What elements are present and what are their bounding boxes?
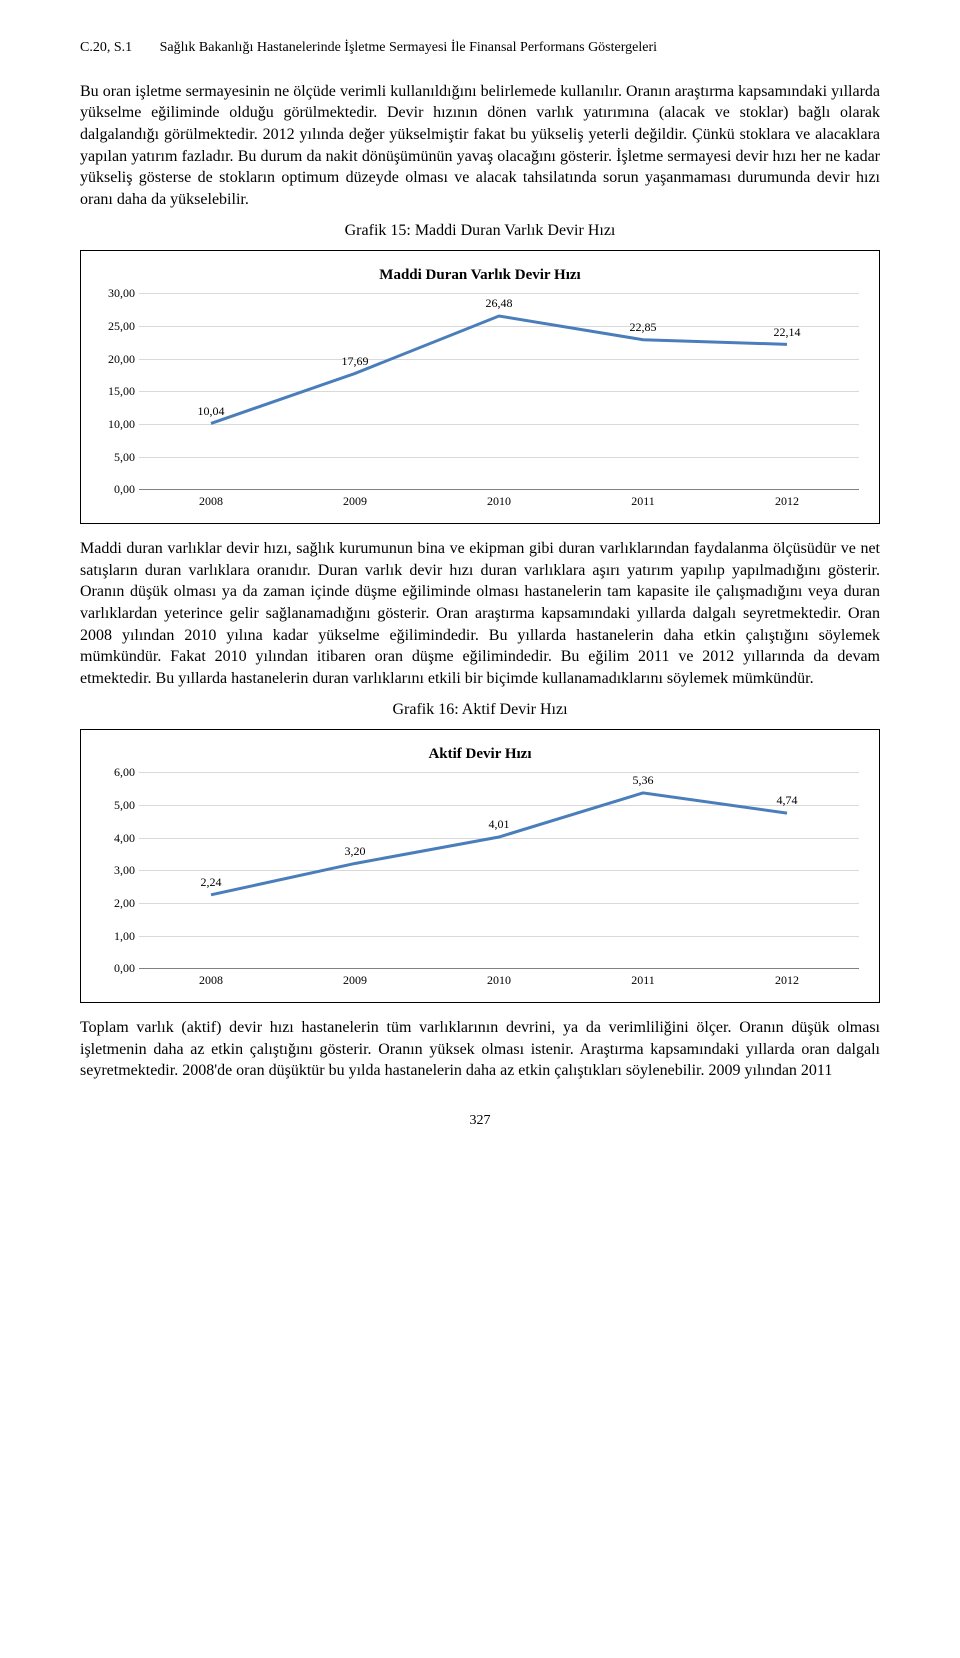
chart16-plot: 0,001,002,003,004,005,006,002,243,204,01… [139,772,859,992]
page-number: 327 [80,1112,880,1131]
paragraph-3: Toplam varlık (aktif) devir hızı hastane… [80,1017,880,1082]
x-tick-label: 2008 [139,493,283,513]
chart-line [139,772,859,968]
y-tick-label: 4,00 [95,829,135,845]
data-label: 22,14 [774,324,801,340]
x-tick-label: 2011 [571,493,715,513]
y-tick-label: 15,00 [95,383,135,399]
data-label: 10,04 [198,403,225,419]
x-tick-label: 2010 [427,972,571,992]
paragraph-2: Maddi duran varlıklar devir hızı, sağlık… [80,538,880,689]
y-tick-label: 20,00 [95,350,135,366]
data-label: 4,74 [777,792,798,808]
y-tick-label: 5,00 [95,797,135,813]
gridline [139,489,859,490]
y-tick-label: 25,00 [95,318,135,334]
y-tick-label: 30,00 [95,285,135,301]
x-tick-label: 2012 [715,493,859,513]
chart15-container: Maddi Duran Varlık Devir Hızı 0,005,0010… [80,250,880,524]
y-tick-label: 1,00 [95,927,135,943]
paragraph-1: Bu oran işletme sermayesinin ne ölçüde v… [80,81,880,211]
issue-number: C.20, S.1 [80,40,132,55]
data-label: 26,48 [486,295,513,311]
x-tick-label: 2008 [139,972,283,992]
data-label: 3,20 [345,843,366,859]
gridline [139,968,859,969]
chart15-inner-title: Maddi Duran Varlık Devir Hızı [95,265,865,285]
x-tick-label: 2010 [427,493,571,513]
y-tick-label: 10,00 [95,416,135,432]
chart15-caption: Grafik 15: Maddi Duran Varlık Devir Hızı [80,220,880,242]
y-tick-label: 6,00 [95,764,135,780]
data-label: 22,85 [630,319,657,335]
x-tick-label: 2011 [571,972,715,992]
chart16-inner-title: Aktif Devir Hızı [95,744,865,764]
y-tick-label: 5,00 [95,448,135,464]
data-label: 2,24 [201,874,222,890]
chart15-plot: 0,005,0010,0015,0020,0025,0030,0010,0417… [139,293,859,513]
running-title: Sağlık Bakanlığı Hastanelerinde İşletme … [160,40,657,55]
x-tick-label: 2012 [715,972,859,992]
x-tick-label: 2009 [283,493,427,513]
chart16-container: Aktif Devir Hızı 0,00 1,00 2,00 3,00 4,00 5,0… [80,729,880,1003]
y-tick-label: 3,00 [95,862,135,878]
x-tick-label: 2009 [283,972,427,992]
data-label: 5,36 [633,772,654,788]
data-label: 17,69 [342,353,369,369]
y-tick-label: 2,00 [95,895,135,911]
data-label: 4,01 [489,816,510,832]
chart-line [139,293,859,489]
chart16-caption: Grafik 16: Aktif Devir Hızı [80,699,880,721]
y-tick-label: 0,00 [95,481,135,497]
y-tick-label: 0,00 [95,960,135,976]
page-header: C.20, S.1 Sağlık Bakanlığı Hastanelerind… [80,40,880,57]
